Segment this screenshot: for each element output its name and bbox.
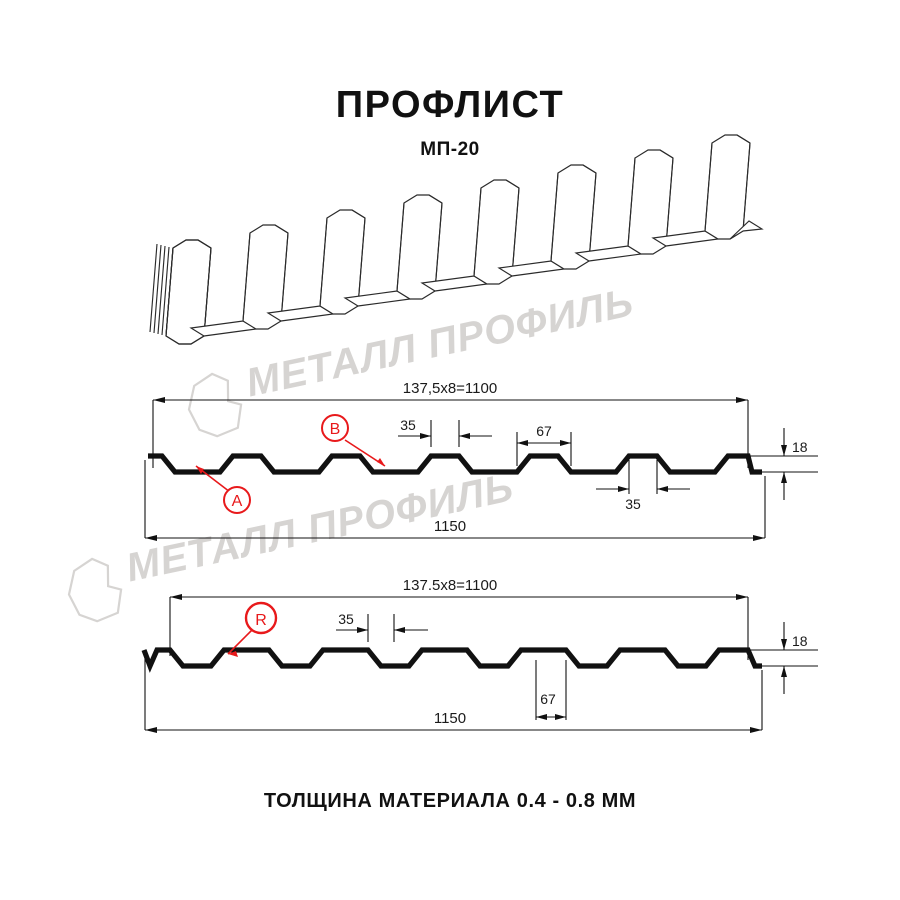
dim-bottom-1150-back bbox=[144, 654, 763, 733]
dim-label-67-back: 67 bbox=[540, 691, 556, 707]
dim-18-front bbox=[748, 428, 818, 500]
marker-b: B bbox=[321, 414, 386, 467]
dim-label-top-front: 137,5x8=1100 bbox=[403, 380, 497, 397]
dim-35-top-front bbox=[398, 420, 492, 447]
title-block: ПРОФЛИСТ МП-20 bbox=[0, 84, 900, 161]
dim-label-67-front: 67 bbox=[536, 423, 552, 439]
dim-label-35-bottom-front: 35 bbox=[625, 496, 641, 512]
marker-r-label: R bbox=[255, 612, 267, 629]
dim-label-bottom-front: 1150 bbox=[434, 518, 466, 535]
dim-67-front bbox=[516, 432, 572, 466]
profile-outline-front bbox=[148, 453, 762, 475]
dim-67-back bbox=[535, 660, 567, 720]
footer-block: ТОЛЩИНА МАТЕРИАЛА 0.4 - 0.8 ММ bbox=[0, 790, 900, 813]
material-thickness-label: ТОЛЩИНА МАТЕРИАЛА 0.4 - 0.8 ММ bbox=[263, 790, 637, 812]
watermark-logo-icon bbox=[187, 372, 243, 438]
dim-18-back bbox=[748, 622, 818, 694]
dim-bottom-1150-front bbox=[144, 460, 766, 541]
page-subtitle: МП-20 bbox=[420, 138, 480, 160]
sheet-ribs bbox=[165, 134, 764, 345]
marker-r: R bbox=[227, 601, 278, 657]
isometric-sheet-view bbox=[149, 134, 764, 345]
marker-a-label: A bbox=[232, 493, 243, 510]
watermark-group: МЕТАЛЛ ПРОФИЛЬ МЕТАЛЛ ПРОФИЛЬ bbox=[67, 280, 638, 623]
marker-a: A bbox=[195, 465, 251, 514]
page-title: ПРОФЛИСТ bbox=[335, 84, 565, 126]
dim-35-bottom-front bbox=[596, 460, 690, 494]
profile-outline-back bbox=[141, 647, 762, 673]
marker-b-label: B bbox=[330, 421, 341, 438]
watermark-bottom: МЕТАЛЛ ПРОФИЛЬ bbox=[67, 465, 518, 623]
dim-label-bottom-back: 1150 bbox=[434, 710, 466, 727]
dim-35-top-back bbox=[336, 614, 428, 642]
dim-label-35-top-front: 35 bbox=[400, 417, 416, 433]
section-back-view: 137.5x8=1100 35 67 bbox=[141, 577, 818, 733]
dim-top-1100-back bbox=[169, 594, 749, 660]
dim-label-top-back: 137.5x8=1100 bbox=[403, 577, 497, 594]
dim-label-35-back: 35 bbox=[338, 611, 354, 627]
dim-label-18-front: 18 bbox=[792, 439, 808, 455]
dim-label-18-back: 18 bbox=[792, 633, 808, 649]
watermark-logo-icon-2 bbox=[67, 557, 123, 623]
section-front-view: 137,5x8=1100 35 67 bbox=[144, 380, 818, 541]
